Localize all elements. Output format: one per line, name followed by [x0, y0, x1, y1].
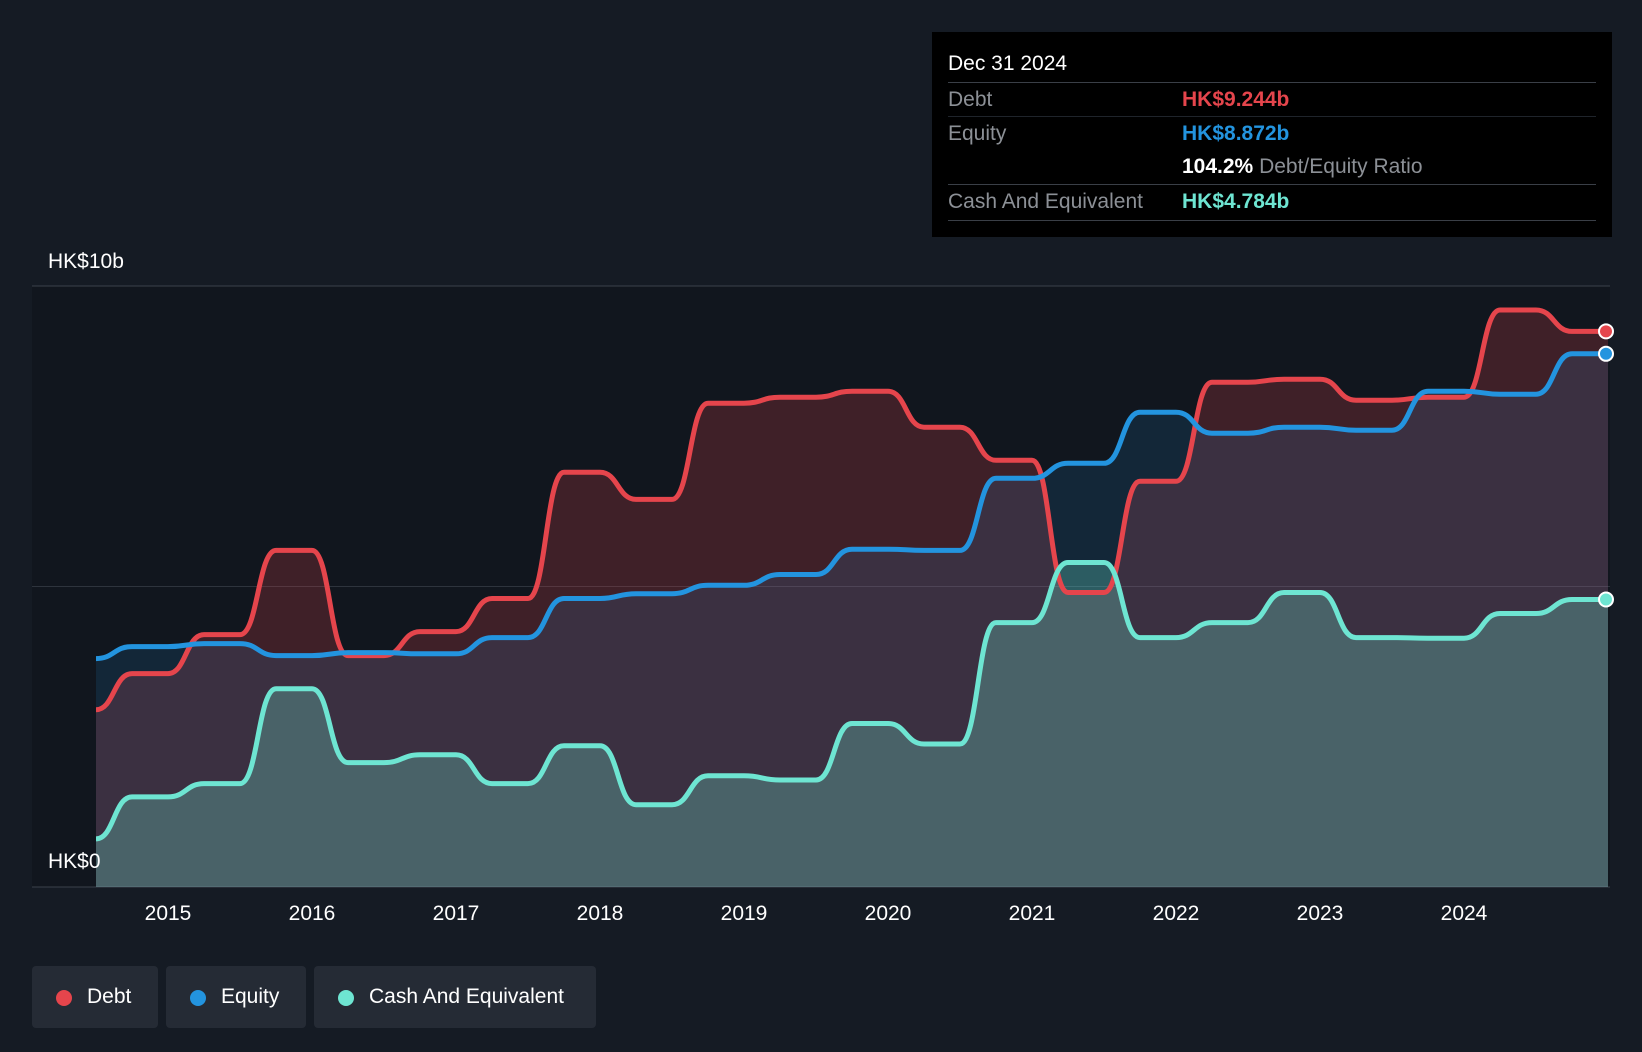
- legend-cash-dot-icon: [338, 990, 354, 1006]
- legend-equity-dot-icon: [190, 990, 206, 1006]
- x-tick-label: 2018: [577, 902, 624, 925]
- tooltip-panel: Dec 31 2024 Debt HK$9.244b Equity HK$8.8…: [932, 32, 1612, 237]
- cash-and-equivalent-endpoint: [1598, 591, 1614, 608]
- legend-item-equity[interactable]: Equity: [166, 966, 306, 1028]
- series-endpoints: [1598, 323, 1614, 608]
- series-lines: [95, 307, 1608, 842]
- legend-equity-label: Equity: [221, 985, 280, 1008]
- y-axis-bottom-label: HK$0: [48, 850, 101, 873]
- y-axis-top-label: HK$10b: [48, 250, 124, 273]
- legend-debt-dot-icon: [56, 990, 72, 1006]
- x-axis-ticks: 2015 2016 2017 2018 2019 2020 2021 2022 2023 2024: [145, 902, 1488, 925]
- tooltip-equity-label: Equity: [948, 122, 1007, 145]
- equity-line: [95, 351, 1608, 662]
- legend-cash-label: Cash And Equivalent: [369, 985, 564, 1008]
- tooltip-equity-value: HK$8.872b: [1182, 122, 1290, 145]
- tooltip-date: Dec 31 2024: [948, 52, 1068, 75]
- tooltip-ratio: 104.2% Debt/Equity Ratio: [1182, 150, 1423, 184]
- x-tick-label: 2017: [433, 902, 480, 925]
- x-tick-label: 2023: [1297, 902, 1344, 925]
- tooltip-ratio-row: 104.2% Debt/Equity Ratio: [948, 150, 1596, 184]
- debt-endpoint: [1598, 323, 1614, 340]
- x-tick-label: 2021: [1009, 902, 1056, 925]
- equity-endpoint: [1598, 345, 1614, 362]
- equity-area: [96, 353, 1608, 887]
- tooltip-debt-label: Debt: [948, 88, 993, 111]
- tooltip-cash-row: Cash And Equivalent HK$4.784b: [948, 184, 1596, 219]
- tooltip-equity-row: Equity HK$8.872b: [948, 116, 1596, 151]
- x-tick-label: 2024: [1441, 902, 1488, 925]
- tooltip-ratio-label: Debt/Equity Ratio: [1259, 155, 1423, 178]
- tooltip-ratio-value: 104.2%: [1182, 155, 1254, 178]
- x-tick-label: 2020: [865, 902, 912, 925]
- tooltip-debt-value: HK$9.244b: [1182, 88, 1290, 111]
- debt-area: [96, 310, 1608, 887]
- tooltip-debt-row: Debt HK$9.244b: [948, 82, 1596, 117]
- x-tick-label: 2019: [721, 902, 768, 925]
- legend-item-cash[interactable]: Cash And Equivalent: [314, 966, 596, 1028]
- x-tick-label: 2016: [289, 902, 336, 925]
- tooltip-cash-value: HK$4.784b: [1182, 190, 1290, 213]
- x-tick-label: 2015: [145, 902, 192, 925]
- legend-item-debt[interactable]: Debt: [32, 966, 158, 1028]
- x-tick-label: 2022: [1153, 902, 1200, 925]
- tooltip-cash-label: Cash And Equivalent: [948, 190, 1143, 213]
- legend-debt-label: Debt: [87, 985, 132, 1008]
- cash-and-equivalent-line: [95, 560, 1608, 842]
- tooltip-bottom-divider: [948, 220, 1596, 221]
